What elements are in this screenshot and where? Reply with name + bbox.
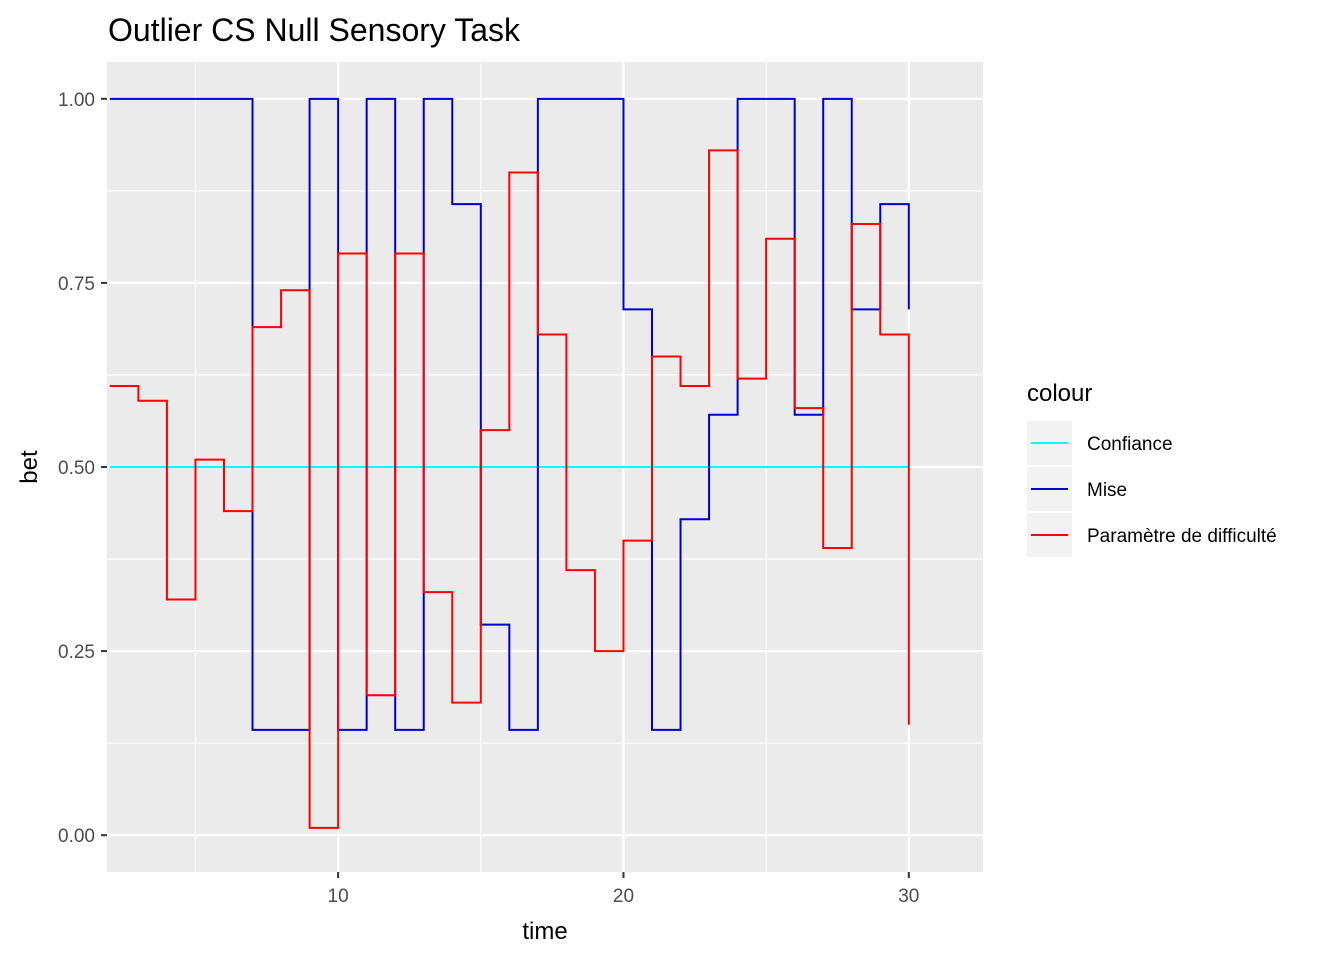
y-tick-label: 0.00 (58, 826, 95, 847)
x-tick-label: 20 (613, 886, 634, 907)
y-tick-label: 0.75 (58, 274, 95, 295)
y-axis-title: bet (16, 450, 43, 484)
series-layer (109, 97, 910, 829)
legend-label: Paramètre de difficulté (1087, 526, 1277, 547)
y-tick-label: 1.00 (58, 90, 95, 111)
x-axis-title: time (522, 918, 567, 945)
legend-title: colour (1027, 380, 1092, 407)
y-tick-label: 0.25 (58, 642, 95, 663)
x-axis: 10 20 30 (328, 872, 919, 907)
y-axis: 0.00 0.25 0.50 0.75 1.00 (58, 90, 107, 847)
x-tick-label: 30 (898, 886, 919, 907)
legend-label: Mise (1087, 480, 1127, 501)
x-tick-label: 10 (328, 886, 349, 907)
y-tick-label: 0.50 (58, 458, 95, 479)
series-line-parametre-de-difficulte (109, 149, 910, 829)
legend-label: Confiance (1087, 434, 1173, 455)
legend: colour Confiance Mise Paramètre de difficu… (1027, 380, 1277, 557)
legend-entries: Confiance Mise Paramètre de difficulté (1027, 421, 1277, 557)
chart-title: Outlier CS Null Sensory Task (108, 12, 521, 48)
